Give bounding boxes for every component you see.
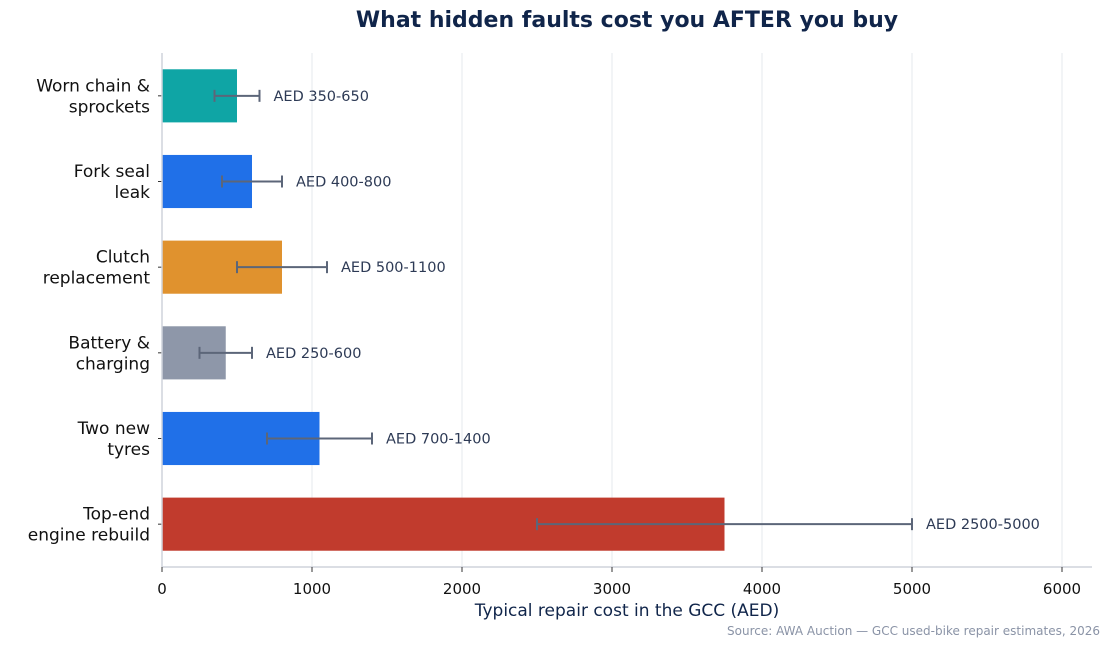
range-label: AED 2500-5000 [926,517,1040,533]
category-label: Worn chain & [36,76,150,96]
x-tick-label: 5000 [893,580,931,598]
range-label: AED 500-1100 [341,260,446,276]
category-label: sprockets [69,97,150,117]
range-label: AED 350-650 [274,89,369,105]
range-label: AED 250-600 [266,346,361,362]
category-label: Fork seal [74,162,150,182]
category-label: replacement [43,269,151,289]
category-label: tyres [107,440,150,460]
category-label: engine rebuild [28,526,150,546]
x-tick-label: 2000 [443,580,481,598]
x-tick-label: 1000 [293,580,331,598]
source-note: Source: AWA Auction — GCC used-bike repa… [727,624,1100,638]
category-label: Two new [77,419,151,439]
range-label: AED 700-1400 [386,432,491,448]
x-tick-label: 3000 [593,580,631,598]
category-label: Clutch [96,248,150,268]
category-label: charging [76,354,150,374]
category-label: Top-end [82,505,150,525]
x-tick-label: 4000 [743,580,781,598]
x-axis-label: Typical repair cost in the GCC (AED) [474,601,780,621]
x-tick-label: 6000 [1043,580,1081,598]
category-label: Battery & [68,333,150,353]
x-tick-label: 0 [157,580,167,598]
chart-title: What hidden faults cost you AFTER you bu… [355,8,899,33]
category-label: leak [115,183,151,203]
range-label: AED 400-800 [296,175,391,191]
